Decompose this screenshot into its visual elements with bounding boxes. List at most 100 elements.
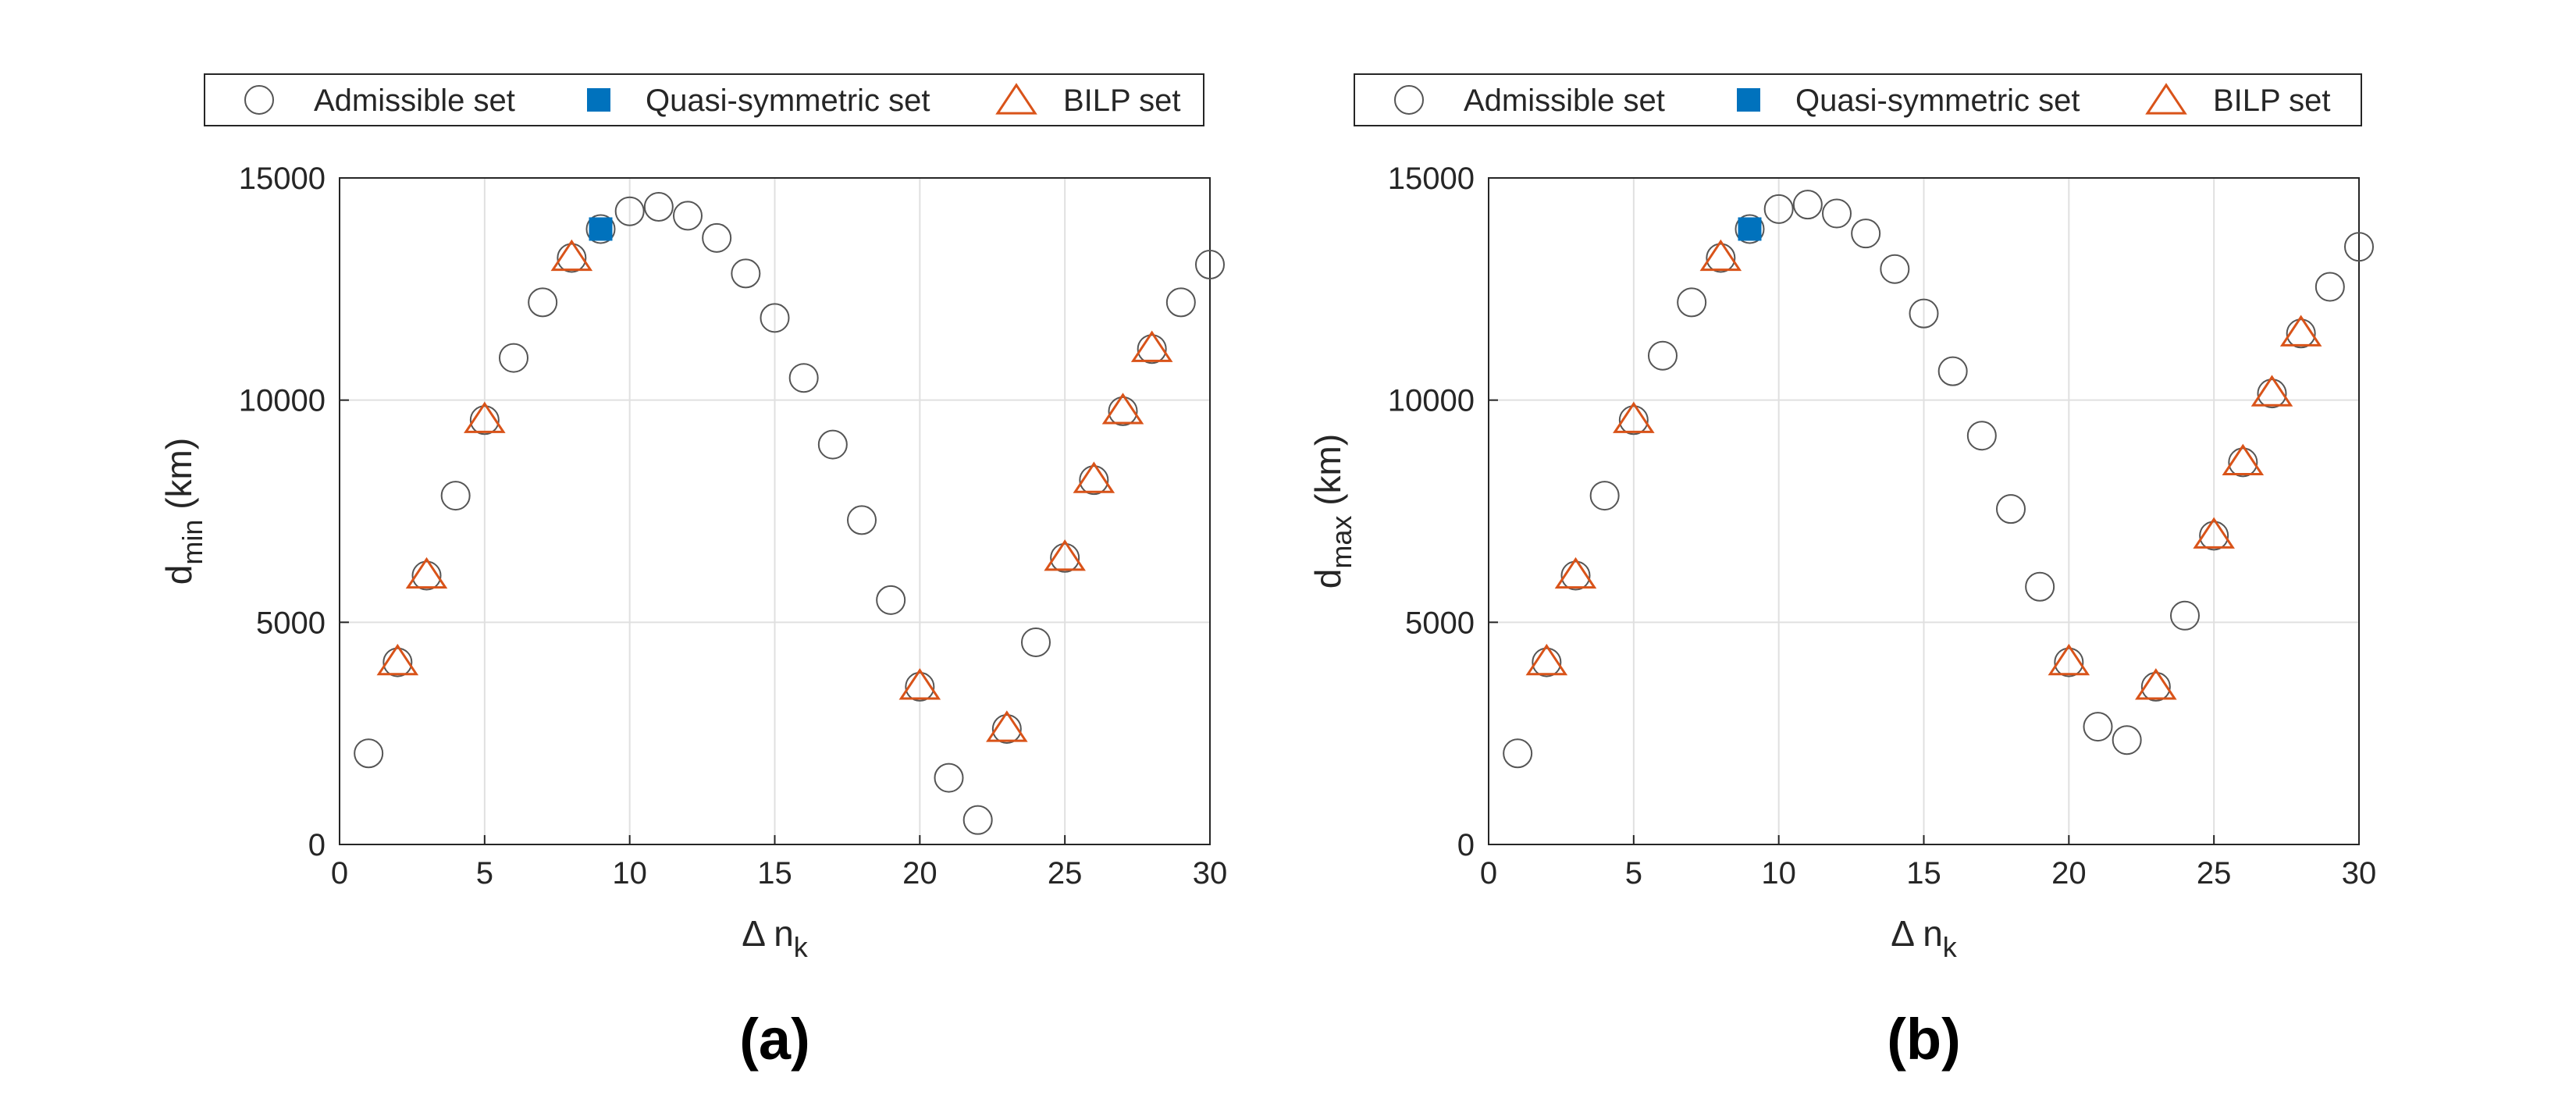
panel-b-x-axis-label-main: Δ n: [1891, 913, 1943, 954]
panel-a-triangle-point: [1044, 539, 1086, 571]
panel-b-y-tick-label: 15000: [1388, 162, 1475, 196]
panel-a-circle-point: [962, 805, 993, 835]
panel-b-circle-point: [1792, 190, 1823, 220]
panel-a-legend-bilp-label: BILP set: [1063, 84, 1180, 118]
panel-b-y-axis-label-main: d: [1308, 569, 1348, 589]
panel-a-circle-point: [731, 258, 761, 289]
panel-a-circle-point: [876, 585, 906, 615]
panel-b-legend-bilp-symbol: [2145, 83, 2187, 115]
panel-b-x-tick-label: 5: [1625, 856, 1642, 891]
panel-a-circle-point: [847, 505, 877, 535]
panel-b-legend-symbols: [1394, 83, 2187, 115]
panel-a-circle-point: [585, 214, 616, 244]
panel-b-legend-admissible-symbol: [1394, 85, 1424, 115]
panel-a-triangle-point: [986, 710, 1028, 742]
panel-b-circle-point: [1966, 421, 1997, 451]
panel-a-legend-bilp-symbol: [995, 83, 1037, 115]
panel-b-circle-point: [1589, 481, 1620, 511]
panel-b-triangle-point: [2250, 375, 2293, 407]
panel-a-circle-point: [702, 222, 732, 253]
panel-b-triangle-point: [2135, 668, 2177, 700]
panel-a-x-tick-label: 20: [902, 856, 938, 891]
panel-b-circle-point: [2025, 571, 2055, 602]
panel-b-x-axis-label-sub: k: [1943, 931, 1958, 963]
panel-a-circle-point: [1050, 542, 1080, 573]
panel-b-triangle-point: [1525, 643, 1568, 676]
panel-a-circle-point: [411, 560, 442, 591]
panel-b-square-point: [1738, 217, 1762, 241]
panel-a-y-tick-label: 5000: [256, 606, 326, 640]
panel-b-x-tick-label: 15: [1906, 856, 1941, 891]
panel-b-circle-point: [2083, 712, 2113, 742]
panel-a-circle-point: [643, 192, 674, 222]
panel-b-circle-point: [1503, 738, 1533, 769]
panel-a-circle-point: [1021, 627, 1051, 657]
panel-a-y-tick-label: 10000: [239, 384, 326, 418]
panel-b-circle-point: [2314, 272, 2345, 302]
panel-b-y-axis-label: dmax (km): [1308, 434, 1357, 588]
panel-a-triangle-point: [376, 643, 419, 676]
panel-b-x-axis-label: Δ nk: [1891, 913, 1958, 963]
panel-b-circle-point: [2112, 725, 2142, 755]
panel-b-circle-point: [2257, 379, 2287, 409]
panel-a-circle-point: [1108, 396, 1138, 426]
panel-b-circle-point: [2344, 232, 2374, 262]
panel-b-circle-point: [2199, 521, 2229, 551]
panel-a-triangle-point: [464, 401, 506, 433]
panel-a-circle-point: [673, 201, 703, 231]
panel-a-y-tick-label: 0: [308, 828, 326, 862]
panel-a-circle-point: [788, 363, 819, 393]
panel-b-legend-box: [1354, 73, 2362, 126]
panel-a-legend-admissible-symbol: [244, 85, 274, 115]
panel-b-y-axis-label-rest: (km): [1308, 434, 1348, 516]
panel-b-marks: [1503, 190, 2374, 769]
panel-b-y-axis-label-sub: max: [1325, 516, 1357, 569]
panel-a-circle-point: [1165, 287, 1196, 318]
panel-a-circle-point: [760, 303, 790, 333]
panel-a-x-axis-label-main: Δ n: [742, 913, 794, 954]
panel-a-circle-point: [614, 196, 645, 226]
panel-a-y-axis-label-rest: (km): [158, 438, 199, 520]
panel-a-triangle-point: [550, 239, 593, 272]
panel-a-circle-point: [382, 647, 413, 677]
panel-b-legend-admissible-label: Admissible set: [1464, 84, 1665, 118]
panel-b-x-tick-label: 25: [2197, 856, 2232, 891]
panel-a-legend: Admissible set Quasi-symmetric set BILP …: [204, 73, 1204, 126]
panel-a-x-axis-label: Δ nk: [742, 913, 809, 963]
panel-b-circle-point: [1618, 405, 1649, 436]
panel-a-legend-quasi-symmetric-label: Quasi-symmetric set: [646, 84, 930, 118]
panel-a-circle-point: [528, 287, 558, 318]
panel-a-circle-point: [1079, 465, 1109, 496]
panel-a: 0 5 10 15 20 25 30 0 5000 10000 15000 Admissible s…: [158, 73, 1227, 1072]
panel-a-caption: (a): [739, 1007, 809, 1072]
panel-b-y-tick-label: 0: [1457, 828, 1475, 862]
panel-b-legend-quasi-symmetric-symbol: [1737, 88, 1760, 112]
panel-a-triangle-point: [1073, 461, 1115, 493]
panel-a-x-tick-label: 10: [612, 856, 647, 891]
panel-a-square-point: [589, 217, 613, 241]
panel-a-ticks: 0 5 10 15 20 25 30 0 5000 10000 15000: [239, 162, 1227, 891]
panel-b-x-tick-label: 20: [2051, 856, 2087, 891]
panel-b-triangle-point: [1613, 401, 1655, 433]
panel-b-circle-point: [1763, 194, 1794, 224]
panel-a-circle-point: [354, 738, 384, 769]
panel-b-circle-point: [1880, 254, 1910, 284]
panel-a-circle-point: [440, 481, 471, 511]
panel-b-circle-point: [1851, 219, 1881, 249]
panel-a-legend-symbols: [244, 83, 1037, 115]
panel-b-circle-point: [2054, 647, 2084, 677]
panel-a-triangle-point: [1130, 330, 1173, 362]
panel-a-circle-point: [499, 343, 528, 373]
panel-b-circle-point: [2170, 600, 2200, 631]
panel-b: 0 5 10 15 20 25 30 0 5000 10000 15000 Admissible s…: [1308, 73, 2376, 1072]
panel-a-circle-point: [1195, 250, 1225, 280]
panel-a-legend-admissible-label: Admissible set: [314, 84, 515, 118]
panel-b-triangle-point: [1699, 239, 1742, 272]
panel-b-triangle-point: [2193, 517, 2235, 549]
panel-a-x-tick-label: 5: [476, 856, 493, 891]
panel-a-circle-point: [934, 763, 964, 793]
panel-b-circle-point: [1822, 198, 1852, 229]
panel-b-circle-point: [1735, 214, 1765, 244]
